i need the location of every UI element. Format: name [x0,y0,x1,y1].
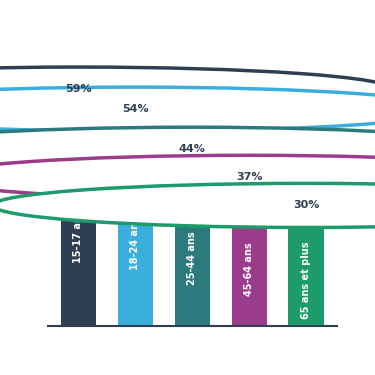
Circle shape [0,183,375,228]
Bar [288,206,324,326]
Circle shape [0,87,375,131]
Text: 37%: 37% [236,172,262,182]
Circle shape [0,127,375,171]
Bar [117,109,153,326]
Bar [60,89,96,326]
Text: 15-17 ans: 15-17 ans [73,209,83,262]
Circle shape [0,67,375,111]
Bar [174,149,210,326]
Bar [231,177,267,326]
Circle shape [0,155,375,200]
Text: 54%: 54% [122,104,148,114]
Text: 45-64 ans: 45-64 ans [244,243,254,296]
Text: 59%: 59% [65,84,92,94]
Text: 44%: 44% [179,144,206,154]
Text: 25-44 ans: 25-44 ans [187,232,197,285]
Text: 18-24 ans: 18-24 ans [130,216,140,270]
Text: 65 ans et plus: 65 ans et plus [301,241,311,319]
Text: 30%: 30% [293,200,320,210]
